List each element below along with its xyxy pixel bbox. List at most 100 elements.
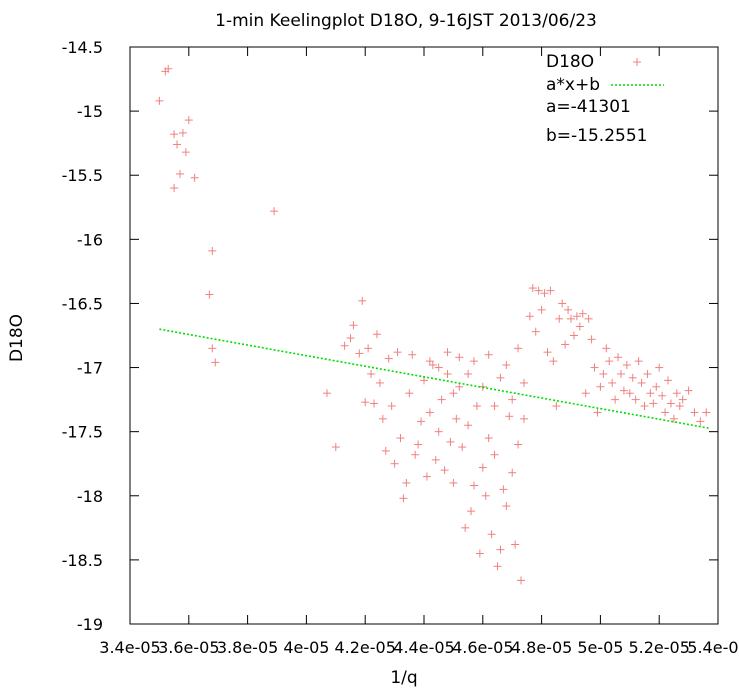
data-point [434,363,443,372]
data-point [443,369,452,378]
data-point [558,299,567,308]
data-point [608,378,617,387]
data-point [502,360,511,369]
data-point [493,562,502,571]
x-axis: 3.4e-053.6e-053.8e-05 4e-05 4.2e-054.4e-05… [99,47,739,657]
data-point [490,450,499,459]
data-point [664,376,673,385]
data-point [381,446,390,455]
data-point [564,305,573,314]
x-tick-label: 3.6e-05 [158,638,219,657]
data-point [178,128,187,137]
data-point [449,389,458,398]
data-point [622,360,631,369]
data-point [472,402,481,411]
data-point [434,427,443,436]
y-tick-label: -18.5 [62,551,103,570]
x-tick-label: 3.4e-05 [99,638,160,657]
data-point [599,369,608,378]
data-point [370,399,379,408]
x-tick-label: 4.2e-05 [334,638,395,657]
x-tick-label: 4.4e-05 [393,638,454,657]
data-point [666,399,675,408]
data-point [458,443,467,452]
data-point [634,357,643,366]
data-point [684,386,693,395]
data-point [508,468,517,477]
data-point [616,369,625,378]
data-point [431,455,440,464]
data-point [422,472,431,481]
data-point [508,395,517,404]
data-point [414,440,423,449]
data-point [575,322,584,331]
data-point [640,402,649,411]
x-tick-label: 5.4e-05 [687,638,739,657]
data-point [399,494,408,503]
data-point [649,399,658,408]
data-point [464,369,473,378]
x-tick-label: 3.8e-05 [217,638,278,657]
data-point [181,148,190,157]
data-point [469,481,478,490]
data-point [393,348,402,357]
x-tick-label: 5e-05 [577,638,623,657]
data-point [596,382,605,391]
data-point [631,395,640,404]
data-point [469,357,478,366]
data-point [590,363,599,372]
data-point [355,349,364,358]
data-point [587,335,596,344]
data-point [625,389,634,398]
data-point [578,309,587,318]
data-point [658,391,667,400]
data-point [584,314,593,323]
data-point [690,408,699,417]
data-point [452,414,461,423]
data-point [417,417,426,426]
data-point [170,184,179,193]
data-point [475,549,484,558]
data-point [531,327,540,336]
data-point [331,443,340,452]
data-point [372,330,381,339]
data-point [517,576,526,585]
x-tick-label: 4e-05 [283,638,329,657]
data-point [511,540,520,549]
legend: D18O a*x+b a=-41301 b=-15.2551 [546,52,664,146]
data-point [420,376,428,385]
data-point [375,378,384,387]
data-point [611,395,620,404]
data-point [161,67,170,76]
data-point [637,378,646,387]
data-point [555,314,564,323]
data-point [496,373,505,382]
data-point [190,173,199,182]
fit-line [159,328,710,429]
data-point [669,414,678,423]
data-point [425,408,434,417]
data-point [675,402,684,411]
data-point [602,344,611,353]
data-point [652,382,661,391]
data-point [449,478,458,487]
data-point [525,312,534,321]
data-point [490,402,499,411]
data-point [619,386,628,395]
data-point [211,358,220,367]
data-point [425,357,434,366]
legend-label-fit: a*x+b [546,75,600,95]
annotation-a: a=-41301 [546,97,631,117]
data-point [155,96,164,105]
data-point [514,344,523,353]
data-point [208,246,217,255]
data-point [702,408,711,417]
y-tick-label: -17.5 [62,423,103,442]
data-point [484,350,493,359]
data-point [467,507,476,516]
y-tick-label: -16 [77,230,103,249]
data-point [581,389,590,398]
data-point [390,459,399,468]
data-point [173,140,182,149]
data-point [552,402,561,411]
